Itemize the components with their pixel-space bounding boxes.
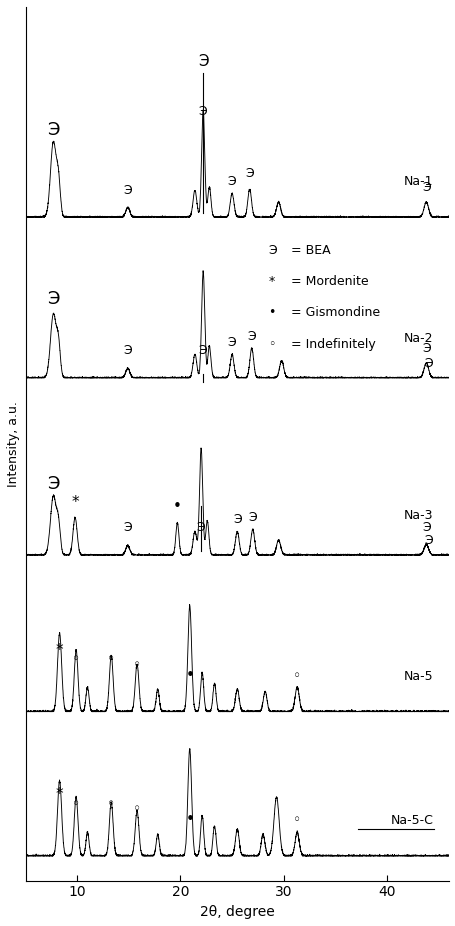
Text: ◦: ◦: [293, 813, 301, 827]
Text: Э: Э: [421, 181, 430, 194]
Text: *: *: [71, 494, 79, 509]
Text: *: *: [268, 275, 274, 288]
Text: Э: Э: [247, 331, 256, 344]
Text: ◦: ◦: [72, 652, 80, 667]
Text: Э: Э: [248, 511, 257, 524]
Text: Na-5-C: Na-5-C: [390, 814, 433, 827]
Y-axis label: Intensity, a.u.: Intensity, a.u.: [7, 401, 20, 487]
Text: ◦: ◦: [107, 652, 115, 667]
Text: Э: Э: [123, 521, 132, 534]
Text: Э: Э: [198, 106, 207, 119]
Text: ◦: ◦: [72, 796, 80, 810]
Text: •: •: [185, 812, 194, 827]
Text: = Indefinitely: = Indefinitely: [290, 338, 375, 351]
Text: Э: Э: [47, 475, 60, 494]
Text: Э: Э: [227, 336, 236, 349]
Text: ◦: ◦: [133, 658, 141, 672]
Text: Э: Э: [227, 175, 236, 188]
Text: Э: Э: [47, 120, 60, 139]
Text: Э: Э: [421, 521, 430, 534]
Text: Na-5: Na-5: [403, 669, 433, 682]
Text: Na-2: Na-2: [403, 332, 433, 344]
Text: ◦: ◦: [293, 669, 301, 682]
Text: Э: Э: [198, 344, 207, 357]
Text: Э: Э: [123, 344, 132, 357]
Text: Э: Э: [424, 357, 433, 369]
Text: = Mordenite: = Mordenite: [290, 275, 368, 288]
Text: Э: Э: [245, 167, 253, 180]
Text: = BEA: = BEA: [290, 244, 330, 257]
Text: ◦: ◦: [268, 338, 275, 351]
Text: Э: Э: [424, 533, 433, 547]
Text: = Gismondine: = Gismondine: [290, 307, 379, 319]
Text: Na-1: Na-1: [403, 175, 433, 188]
Text: Э: Э: [197, 54, 208, 69]
Text: Э: Э: [421, 342, 430, 355]
Text: Э: Э: [196, 521, 205, 534]
Text: Э: Э: [123, 183, 132, 196]
Text: *: *: [56, 643, 63, 658]
Text: Э: Э: [268, 244, 276, 257]
Text: Na-3: Na-3: [403, 509, 433, 522]
Text: *: *: [56, 787, 63, 802]
X-axis label: 2θ, degree: 2θ, degree: [199, 905, 274, 920]
Text: Э: Э: [233, 513, 241, 526]
Text: ◦: ◦: [107, 796, 115, 810]
Text: Э: Э: [47, 290, 60, 307]
Text: ◦: ◦: [133, 802, 141, 817]
Text: •: •: [268, 307, 275, 319]
Text: •: •: [172, 499, 182, 514]
Text: •: •: [185, 668, 194, 682]
